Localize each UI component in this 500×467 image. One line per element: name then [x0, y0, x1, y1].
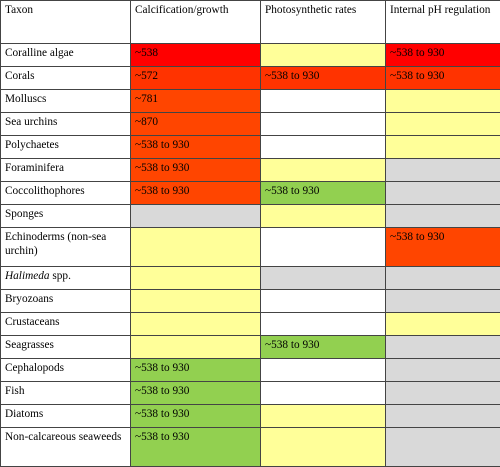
calcification-cell: ~538 to 930: [131, 159, 261, 182]
table-row: Coccolithophores~538 to 930~538 to 930: [1, 182, 500, 205]
taxon-suffix: spp.: [50, 270, 71, 282]
taxon-cell: Foraminifera: [1, 159, 131, 182]
table-row: Corals~572~538 to 930~538 to 930: [1, 67, 500, 90]
ph-regulation-cell: [386, 267, 500, 290]
photosynthesis-cell: [261, 159, 386, 182]
photosynthesis-cell: [261, 405, 386, 428]
table-row: Seagrasses ~538 to 930: [1, 336, 500, 359]
taxon-cell: Bryozoans: [1, 290, 131, 313]
ph-regulation-cell: [386, 290, 500, 313]
taxon-cell: Coralline algae: [1, 44, 131, 67]
calcification-cell: ~538 to 930: [131, 405, 261, 428]
calcification-cell: [131, 313, 261, 336]
taxon-cell: Polychaetes: [1, 136, 131, 159]
calcification-cell: ~538 to 930: [131, 428, 261, 467]
photosynthesis-cell: [261, 428, 386, 467]
photosynthesis-cell: [261, 228, 386, 267]
calcification-cell: ~781: [131, 90, 261, 113]
photosynthesis-cell: ~538 to 930: [261, 336, 386, 359]
table-row: Non-calcareous seaweeds~538 to 930: [1, 428, 500, 467]
table-row: Sea urchins~870: [1, 113, 500, 136]
calcification-cell: [131, 205, 261, 228]
taxon-cell: Halimeda spp.: [1, 267, 131, 290]
photosynthesis-cell: [261, 382, 386, 405]
table-row: Sponges: [1, 205, 500, 228]
ph-regulation-cell: [386, 313, 500, 336]
calcification-cell: [131, 336, 261, 359]
ph-regulation-cell: ~538 to 930: [386, 228, 500, 267]
calcification-cell: ~538 to 930: [131, 382, 261, 405]
calcification-cell: [131, 267, 261, 290]
ph-regulation-cell: [386, 205, 500, 228]
table-row: Foraminifera~538 to 930: [1, 159, 500, 182]
taxon-cell: Seagrasses: [1, 336, 131, 359]
ph-regulation-cell: [386, 113, 500, 136]
ph-regulation-cell: [386, 405, 500, 428]
ph-regulation-cell: ~538 to 930: [386, 67, 500, 90]
calcification-cell: ~538 to 930: [131, 182, 261, 205]
calcification-cell: [131, 228, 261, 267]
calcification-cell: ~538 to 930: [131, 136, 261, 159]
photosynthesis-cell: [261, 267, 386, 290]
taxon-cell: Cephalopods: [1, 359, 131, 382]
ph-regulation-cell: [386, 336, 500, 359]
photosynthesis-cell: ~538 to 930: [261, 182, 386, 205]
calcification-cell: ~572: [131, 67, 261, 90]
calcification-cell: ~538 to 930: [131, 359, 261, 382]
table-row: Fish~538 to 930: [1, 382, 500, 405]
photosynthesis-cell: [261, 205, 386, 228]
photosynthesis-cell: [261, 44, 386, 67]
calcification-cell: ~870: [131, 113, 261, 136]
table-row: Crustaceans: [1, 313, 500, 336]
photosynthesis-cell: ~538 to 930: [261, 67, 386, 90]
header-internal-ph-regulation: Internal pH regulation: [386, 1, 500, 44]
taxon-cell: Sea urchins: [1, 113, 131, 136]
ph-regulation-cell: [386, 182, 500, 205]
ph-regulation-cell: [386, 136, 500, 159]
photosynthesis-cell: [261, 359, 386, 382]
taxon-cell: Corals: [1, 67, 131, 90]
header-taxon: Taxon: [1, 1, 131, 44]
ph-regulation-cell: [386, 159, 500, 182]
taxon-cell: Molluscs: [1, 90, 131, 113]
header-calcification-growth: Calcification/growth: [131, 1, 261, 44]
taxon-cell: Sponges: [1, 205, 131, 228]
ph-regulation-cell: ~538 to 930: [386, 44, 500, 67]
taxon-cell: Crustaceans: [1, 313, 131, 336]
calcification-cell: ~538: [131, 44, 261, 67]
table-row: Diatoms~538 to 930: [1, 405, 500, 428]
table-row: Cephalopods~538 to 930: [1, 359, 500, 382]
header-photosynthetic-rates: Photosynthetic rates: [261, 1, 386, 44]
photosynthesis-cell: [261, 313, 386, 336]
photosynthesis-cell: [261, 90, 386, 113]
taxon-cell: Coccolithophores: [1, 182, 131, 205]
ph-regulation-cell: [386, 90, 500, 113]
header-row: Taxon Calcification/growth Photosyntheti…: [1, 1, 500, 44]
ph-regulation-cell: [386, 428, 500, 467]
taxon-cell: Echinoderms (non-sea urchin): [1, 228, 131, 267]
table-row: Bryozoans: [1, 290, 500, 313]
table-row: Polychaetes~538 to 930: [1, 136, 500, 159]
table-row: Echinoderms (non-sea urchin) ~538 to 930: [1, 228, 500, 267]
table-row: Halimeda spp.: [1, 267, 500, 290]
ph-regulation-cell: [386, 359, 500, 382]
photosynthesis-cell: [261, 113, 386, 136]
taxon-italic-name: Halimeda: [5, 270, 50, 282]
calcification-cell: [131, 290, 261, 313]
taxon-cell: Diatoms: [1, 405, 131, 428]
photosynthesis-cell: [261, 136, 386, 159]
photosynthesis-cell: [261, 290, 386, 313]
taxon-cell: Fish: [1, 382, 131, 405]
ph-regulation-cell: [386, 382, 500, 405]
table-row: Coralline algae~538 ~538 to 930: [1, 44, 500, 67]
taxon-cell: Non-calcareous seaweeds: [1, 428, 131, 467]
table-row: Molluscs~781: [1, 90, 500, 113]
